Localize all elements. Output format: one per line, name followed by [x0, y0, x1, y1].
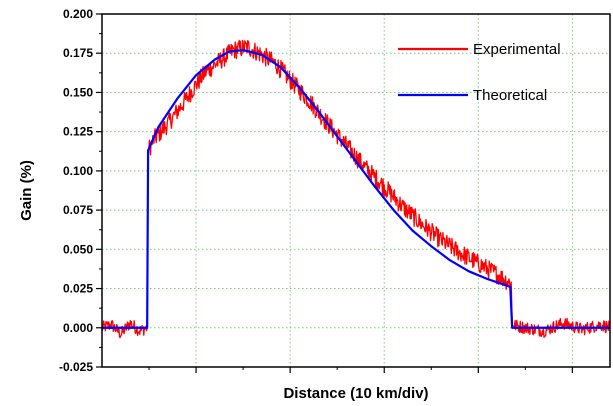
grid-layer — [102, 14, 610, 367]
y-tick-label: 0.075 — [63, 203, 93, 217]
y-axis-title-group: Gain (%) — [18, 160, 35, 221]
series-line-theoretical — [102, 48, 610, 329]
legend: Experimental Theoretical — [398, 41, 561, 104]
y-tick-label: 0.000 — [63, 321, 93, 335]
legend-label-theoretical: Theoretical — [473, 87, 547, 104]
legend-label-experimental: Experimental — [473, 41, 561, 58]
y-tick-label: 0.050 — [63, 242, 93, 256]
y-axis-title: Gain (%) — [18, 160, 35, 221]
series-line-experimental — [101, 39, 611, 339]
y-tick-label: 0.100 — [63, 164, 93, 178]
plot-frame — [101, 13, 611, 368]
x-axis-title: Distance (10 km/div) — [283, 385, 428, 402]
y-tick-label: 0.150 — [63, 85, 93, 99]
tick-layer: -0.025 0.000 0.025 0.050 0.075 0.100 0.125 0.15… — [59, 7, 573, 374]
y-tick-label: 0.125 — [63, 125, 93, 139]
series-layer — [101, 39, 611, 339]
y-tick-label: -0.025 — [59, 360, 93, 374]
y-tick-label: 0.025 — [63, 282, 93, 296]
y-tick-label: 0.175 — [63, 46, 93, 60]
y-tick-label: 0.200 — [63, 7, 93, 21]
